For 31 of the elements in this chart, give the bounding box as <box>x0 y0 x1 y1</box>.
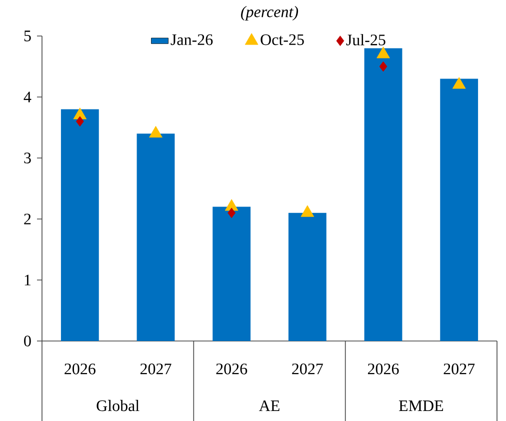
bar <box>212 206 251 342</box>
point <box>224 199 238 211</box>
x-tick-label: 2026 <box>216 364 248 374</box>
legend-label: Jan-26 <box>170 34 213 46</box>
chart-subtitle: (percent) <box>241 6 298 20</box>
x-tick-label: 2027 <box>140 364 172 374</box>
bar <box>136 134 175 342</box>
text: AE <box>258 400 280 412</box>
bar <box>60 109 99 342</box>
x-tick-label: 2027 <box>292 364 323 374</box>
y-tick-label: 0 <box>24 336 31 346</box>
y-tick-label: 2 <box>24 214 31 224</box>
point <box>149 126 162 138</box>
legend-label: Jul-25 <box>346 34 386 46</box>
bar <box>364 48 402 342</box>
point <box>376 46 390 58</box>
legend-label: Oct-25 <box>260 34 304 46</box>
y-tick-label: 1 <box>24 274 31 286</box>
bar <box>288 212 326 342</box>
x-tick-label: 2026 <box>64 364 96 374</box>
point <box>73 108 87 120</box>
x-tick-label: 2026 <box>368 364 399 374</box>
y-tick-label: 3 <box>24 152 31 164</box>
text: Global <box>96 400 140 412</box>
text: EMDE <box>398 400 444 412</box>
bar <box>440 78 478 342</box>
y-tick-label: 5 <box>24 30 31 42</box>
x-tick-label: 2027 <box>444 364 475 374</box>
point <box>452 77 466 89</box>
y-tick-label: 4 <box>24 92 32 102</box>
point <box>300 205 314 217</box>
